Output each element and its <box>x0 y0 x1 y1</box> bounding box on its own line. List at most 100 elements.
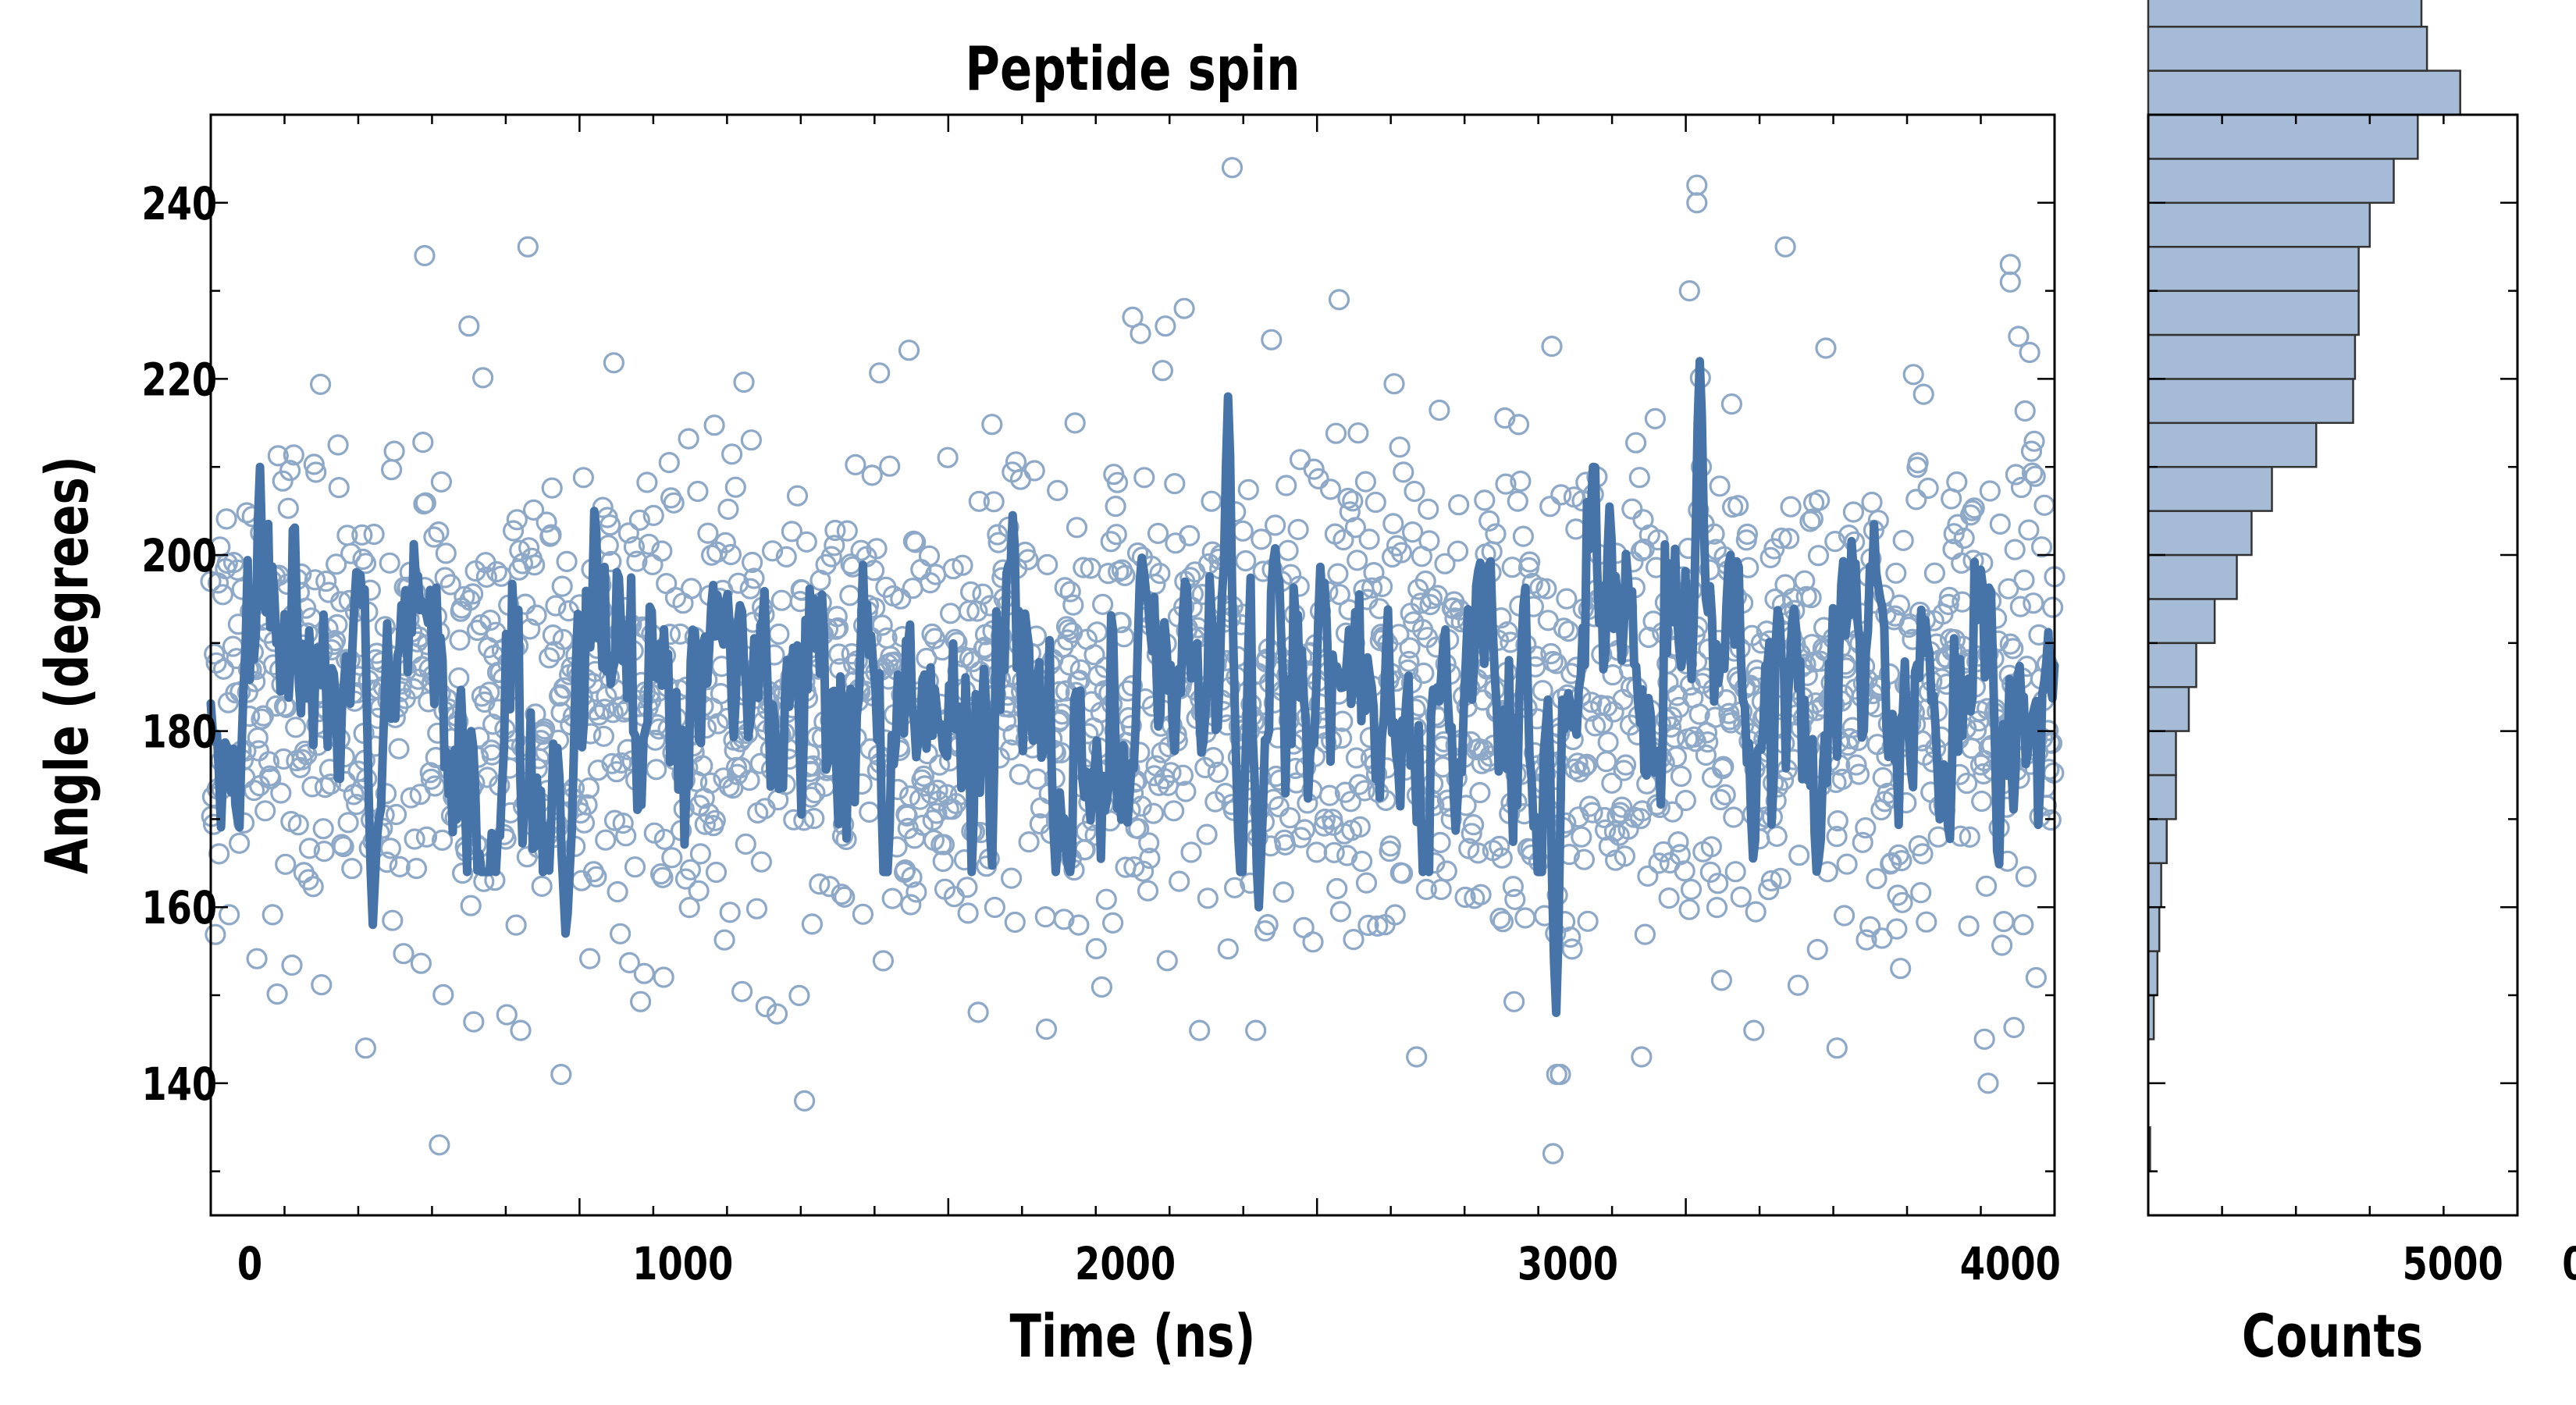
scatter-point <box>229 832 251 854</box>
scatter-point <box>1342 490 1364 512</box>
scatter-point <box>615 825 637 847</box>
y-tick-label: 180 <box>141 706 217 759</box>
scatter-point <box>932 850 954 873</box>
scatter-point <box>2015 866 2037 887</box>
scatter-point <box>1329 901 1352 923</box>
scatter-point <box>1969 754 1992 776</box>
scatter-point <box>1004 911 1026 934</box>
scatter-point <box>460 895 482 916</box>
scatter-point <box>1264 514 1286 536</box>
scatter-point <box>728 572 749 594</box>
scatter-point <box>389 855 411 878</box>
scatter-point <box>831 884 852 905</box>
scatter-point <box>1047 479 1069 502</box>
scatter-point <box>2012 914 2034 936</box>
scatter-point <box>1207 761 1229 784</box>
scatter-point <box>1888 594 1911 616</box>
histogram-bar <box>2147 333 2357 380</box>
scatter-point <box>2025 966 2047 989</box>
scatter-point <box>412 431 434 454</box>
scatter-point <box>1999 633 2021 655</box>
scatter-point <box>636 471 658 493</box>
scatter-point <box>1160 762 1182 784</box>
scatter-point <box>2020 440 2043 462</box>
scatter-point <box>1406 1046 1428 1068</box>
scatter-point <box>1807 545 1830 567</box>
scatter-point <box>705 861 728 884</box>
scatter-point <box>658 451 680 474</box>
scatter-point <box>1512 525 1535 547</box>
scatter-point <box>1059 581 1081 603</box>
scatter-point <box>1788 845 1810 866</box>
scatter-point <box>1147 522 1169 545</box>
scatter-point <box>704 809 726 831</box>
scatter-point <box>1189 1019 1211 1041</box>
scatter-point <box>617 522 639 544</box>
scatter-point <box>739 578 761 599</box>
scatter-point <box>1293 819 1316 841</box>
scatter-point <box>2008 325 2030 347</box>
scatter-point <box>458 315 480 337</box>
scatter-point <box>524 554 546 576</box>
scatter-point <box>959 581 982 603</box>
scatter-point <box>270 782 292 804</box>
scatter-point <box>1800 586 1822 609</box>
scatter-point <box>1631 540 1653 562</box>
scatter-point <box>1724 861 1746 883</box>
histogram-bar <box>2147 422 2318 468</box>
scatter-point <box>1743 1019 1765 1041</box>
scatter-point <box>1064 412 1086 434</box>
scatter-point <box>266 983 288 1005</box>
scatter-point <box>1802 508 1823 530</box>
scatter-point <box>340 542 362 564</box>
scatter-point <box>809 873 831 895</box>
scatter-point <box>1806 938 1828 961</box>
scatter-point <box>1470 884 1492 905</box>
scatter-point <box>1709 475 1731 497</box>
scatter-point <box>404 828 425 850</box>
scatter-point <box>1706 896 1728 919</box>
scatter-point <box>354 553 377 574</box>
y-tick-label: 160 <box>141 882 217 934</box>
scatter-point <box>896 805 918 827</box>
scatter-point <box>592 725 615 747</box>
scatter-point <box>1601 772 1623 794</box>
scatter-point <box>1662 801 1684 823</box>
scatter-point <box>1730 886 1752 908</box>
scatter-point <box>699 772 722 794</box>
histogram-bar <box>2147 862 2162 909</box>
scatter-point <box>1128 818 1150 840</box>
scatter-point <box>1953 527 1975 550</box>
scatter-point <box>222 635 244 657</box>
scatter-point <box>1634 923 1656 945</box>
scatter-point <box>768 623 790 646</box>
scatter-point <box>1083 644 1105 666</box>
scatter-point <box>352 548 374 571</box>
scatter-point <box>1323 841 1345 863</box>
scatter-point <box>1714 784 1736 806</box>
scatter-point <box>839 585 861 606</box>
scatter-point <box>1937 593 1959 616</box>
scatter-point <box>1344 517 1367 539</box>
scatter-point <box>1149 562 1171 585</box>
scatter-point <box>578 948 601 969</box>
scatter-point <box>1503 991 1525 1012</box>
scatter-point <box>2018 519 2040 541</box>
scatter-point <box>326 553 347 575</box>
scatter-point <box>525 604 547 626</box>
scatter-point <box>337 812 359 834</box>
hist-x-tick-label: 0 <box>2562 1238 2576 1290</box>
scatter-point <box>1621 498 1643 520</box>
scatter-point <box>479 681 500 703</box>
scatter-point <box>2023 430 2045 452</box>
scatter-point <box>1379 835 1401 857</box>
scatter-point <box>1658 887 1680 909</box>
scatter-point <box>1308 468 1329 490</box>
scatter-point <box>1343 928 1364 951</box>
scatter-point <box>1815 337 1837 359</box>
scatter-point <box>1162 800 1185 822</box>
scatter-point <box>506 509 528 531</box>
time-series-ticks: 0 1000 2000 3000 4000 5000 140 160 180 200 220 240 <box>141 113 2503 1290</box>
scatter-point <box>1418 498 1439 521</box>
histogram-bar <box>2147 818 2168 865</box>
